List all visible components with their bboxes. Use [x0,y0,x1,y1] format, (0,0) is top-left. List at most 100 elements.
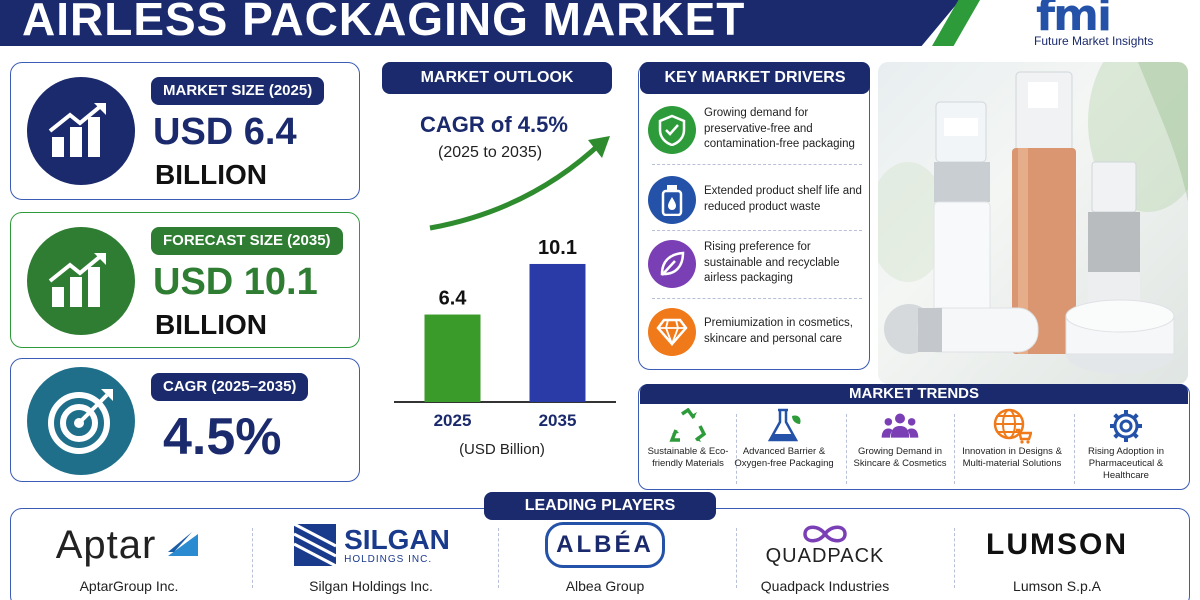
quadpack-logo-text: QUADPACK [765,544,885,567]
growth-chart-icon [27,227,135,335]
albea-logo: ALBÉA [490,520,720,570]
bar-2025 [424,314,481,402]
header: AIRLESS PACKAGING MARKET fmi Future Mark… [0,0,1200,48]
trend-label: Growing Demand in Skincare & Cosmetics [853,446,947,469]
diamond-icon [648,308,696,356]
market-outlook-chart: 6.4 2025 10.1 2035 (USD Billion) [394,136,616,458]
bar-value-label: 6.4 [439,288,468,310]
bar-2035 [529,263,586,402]
driver-item: Extended product shelf life and reduced … [648,174,864,230]
chart-unit-label: (USD Billion) [459,441,545,458]
market-size-card: MARKET SIZE (2025) USD 6.4 BILLION [10,62,360,200]
driver-text: Rising preference for sustainable and re… [704,241,840,284]
people-icon [881,413,919,438]
lumson-logo-text: LUMSON [986,528,1128,561]
header-bar [0,0,960,46]
bottle-drop-icon [648,176,696,224]
players-title: LEADING PLAYERS [484,492,716,520]
divider [954,528,955,588]
aptar-logo-text: Aptar [55,522,157,567]
aptar-mark-icon [168,532,199,556]
trend-label: Rising Adoption in Pharmaceutical & Heal… [1087,446,1165,481]
growth-arrowhead [588,136,610,158]
player-item: QUADPACK Quadpack Industries [710,520,940,600]
quadpack-mark-icon [803,525,847,542]
product-photo [878,62,1188,384]
trend-label: Sustainable & Eco-friendly Materials [647,446,729,469]
player-item: Aptar AptarGroup Inc. [14,520,244,600]
divider [736,414,737,484]
logo-text: Future Market Insights [1034,34,1154,48]
divider [652,164,862,165]
logo-mark: fmi [1036,0,1112,41]
trend-item: Growing Demand in Skincare & Cosmetics [850,408,950,488]
growth-chart-icon [27,77,135,185]
cagr-value: 4.5% [163,408,282,466]
player-item: SILGAN HOLDINGS INC. Silgan Holdings Inc… [256,520,486,600]
divider [498,528,499,588]
forecast-size-unit: BILLION [155,309,267,340]
divider [652,298,862,299]
player-name: Quadpack Industries [760,578,890,594]
trend-label: Advanced Barrier & Oxygen-free Packaging [734,446,834,469]
player-name: Albea Group [565,578,645,594]
page-title: AIRLESS PACKAGING MARKET [22,0,746,45]
driver-item: Rising preference for sustainable and re… [648,238,864,294]
lumson-logo: LUMSON [942,520,1172,570]
market-size-value: USD 6.4 [153,111,297,153]
trend-label: Innovation in Designs & Multi-material S… [962,446,1062,469]
silgan-logo: SILGAN HOLDINGS INC. [256,520,486,570]
forecast-size-label: FORECAST SIZE (2035) [151,227,343,255]
trend-item: Rising Adoption in Pharmaceutical & Heal… [1076,408,1176,488]
recycle-icon [669,408,707,442]
fmi-logo: fmi Future Market Insights [1032,0,1192,48]
aptar-logo: Aptar [14,520,244,570]
market-outlook-title: MARKET OUTLOOK [382,62,612,94]
category-label: 2025 [434,411,472,430]
globe-cart-icon [993,408,1032,444]
flask-icon [767,408,801,442]
growth-arrow [429,140,604,231]
silgan-logo-text: SILGAN [344,523,450,555]
divider [846,414,847,484]
player-item: LUMSON Lumson S.p.A [942,520,1172,600]
market-size-label: MARKET SIZE (2025) [151,77,325,105]
player-item: ALBÉA Albea Group [490,520,720,600]
forecast-size-value: USD 10.1 [153,261,318,303]
cagr-range: (2025 to 2035) [438,144,543,161]
trend-item: Sustainable & Eco-friendly Materials [638,408,738,488]
market-size-unit: BILLION [155,159,267,190]
divider [1074,414,1075,484]
gear-icon [1110,410,1142,442]
trends-title: MARKET TRENDS [640,384,1188,404]
quadpack-logo: QUADPACK [710,520,940,570]
driver-item: Growing demand for preservative-free and… [648,104,864,160]
albea-logo-text: ALBÉA [545,522,665,568]
driver-text: Growing demand for preservative-free and… [704,107,855,150]
divider [652,230,862,231]
divider [252,528,253,588]
forecast-size-card: FORECAST SIZE (2035) USD 10.1 BILLION [10,212,360,348]
shield-check-icon [648,106,696,154]
leaf-icon [648,240,696,288]
category-label: 2035 [539,411,577,430]
player-name: Silgan Holdings Inc. [309,578,433,594]
silgan-logo-sub: HOLDINGS INC. [344,553,433,565]
player-name: Lumson S.p.A [1013,578,1101,594]
driver-text: Extended product shelf life and reduced … [704,185,862,213]
player-name: AptarGroup Inc. [79,578,179,594]
divider [736,528,737,588]
silgan-mark-icon [293,522,337,568]
driver-item: Premiumization in cosmetics, skincare an… [648,306,864,362]
target-icon [27,367,135,475]
cagr-heading: CAGR of 4.5% [420,112,568,137]
trend-item: Innovation in Designs & Multi-material S… [962,408,1062,488]
trend-item: Advanced Barrier & Oxygen-free Packaging [734,408,834,488]
cagr-card: CAGR (2025–2035) 4.5% [10,358,360,482]
cagr-label: CAGR (2025–2035) [151,373,309,401]
bar-value-label: 10.1 [538,237,577,259]
driver-text: Premiumization in cosmetics, skincare an… [704,317,853,345]
divider [954,414,955,484]
drivers-title: KEY MARKET DRIVERS [640,62,870,94]
